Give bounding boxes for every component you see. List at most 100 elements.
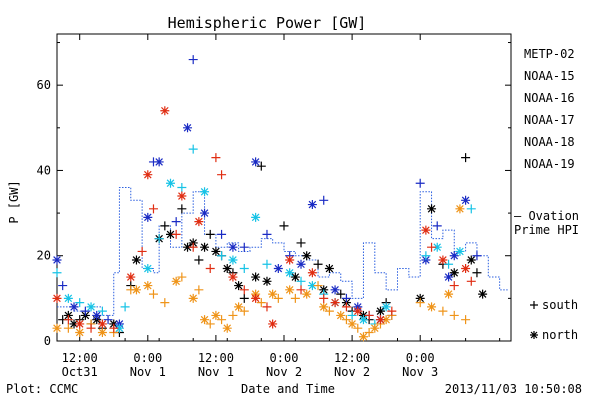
north-marker xyxy=(154,157,164,167)
north-marker xyxy=(358,332,368,342)
north-marker xyxy=(251,272,261,282)
north-marker xyxy=(268,319,278,329)
north-marker xyxy=(177,191,187,201)
south-marker xyxy=(188,242,198,252)
north-marker xyxy=(449,268,459,278)
south-marker xyxy=(205,229,215,239)
legend-item-noaa-15: NOAA-15 xyxy=(524,69,575,83)
north-marker xyxy=(228,255,238,265)
south-marker xyxy=(364,310,374,320)
north-marker xyxy=(52,255,62,265)
north-marker xyxy=(307,281,317,291)
north-marker xyxy=(461,264,471,274)
ovation-hpi-line xyxy=(57,187,508,316)
north-marker xyxy=(302,289,312,299)
south-marker xyxy=(205,319,215,329)
north-marker xyxy=(273,264,283,274)
footer-right: 2013/11/03 10:50:08 xyxy=(445,382,582,396)
south-marker xyxy=(296,285,306,295)
x-tick-label-date: Oct31 xyxy=(62,365,98,379)
north-marker xyxy=(353,306,363,316)
legend-ovation-prime-hpi: Prime HPI xyxy=(514,223,579,237)
south-marker xyxy=(217,170,227,180)
south-marker xyxy=(290,293,300,303)
legend-item-noaa-18: NOAA-18 xyxy=(524,135,575,149)
south-marker xyxy=(63,323,73,333)
south-marker xyxy=(341,315,351,325)
north-marker xyxy=(131,255,141,265)
north-marker xyxy=(251,212,261,222)
north-marker xyxy=(290,272,300,282)
x-tick-label-time: 0:00 xyxy=(133,351,162,365)
north-marker xyxy=(228,242,238,252)
south-marker xyxy=(313,259,323,269)
north-marker xyxy=(92,310,102,320)
north-marker xyxy=(52,323,62,333)
south-marker xyxy=(313,281,323,291)
north-marker xyxy=(444,272,454,282)
north-marker xyxy=(455,204,465,214)
south-marker xyxy=(472,268,482,278)
north-marker xyxy=(330,298,340,308)
south-marker xyxy=(120,302,130,312)
south-marker xyxy=(449,281,459,291)
south-marker xyxy=(171,217,181,227)
north-marker xyxy=(375,306,385,316)
north-marker xyxy=(234,302,244,312)
x-tick-label-time: 0:00 xyxy=(270,351,299,365)
north-marker xyxy=(166,178,175,188)
south-marker xyxy=(239,293,249,303)
y-axis-label: P [GW] xyxy=(7,180,21,223)
north-marker xyxy=(330,285,340,295)
north-marker xyxy=(319,302,329,312)
north-marker xyxy=(211,246,221,256)
south-marker xyxy=(324,306,334,316)
north-marker xyxy=(466,255,476,265)
south-marker xyxy=(239,264,249,274)
north-marker xyxy=(166,229,175,239)
north-marker xyxy=(285,268,295,278)
north-marker xyxy=(97,319,107,329)
south-marker xyxy=(211,153,221,163)
north-marker xyxy=(427,302,437,312)
south-marker xyxy=(438,306,448,316)
south-marker xyxy=(217,229,227,239)
north-marker xyxy=(52,293,62,303)
south-marker xyxy=(148,204,158,214)
south-marker xyxy=(256,298,266,308)
south-marker xyxy=(353,323,363,333)
north-marker xyxy=(131,285,141,295)
x-axis-label: Date and Time xyxy=(241,382,335,396)
north-marker xyxy=(75,319,85,329)
north-marker xyxy=(421,225,431,235)
north-marker xyxy=(307,268,317,278)
x-tick-label-date: Nov 3 xyxy=(402,365,438,379)
legend-ovation-prime-hpi: — Ovation xyxy=(514,209,579,223)
north-marker xyxy=(222,323,232,333)
south-marker xyxy=(421,251,431,261)
south-marker xyxy=(177,272,187,282)
north-marker xyxy=(63,293,73,303)
north-marker xyxy=(86,302,96,312)
south-marker xyxy=(194,255,204,265)
south-marker xyxy=(171,229,181,239)
south-marker xyxy=(449,310,459,320)
north-marker xyxy=(143,264,153,274)
north-marker xyxy=(302,251,312,261)
south-marker xyxy=(194,285,204,295)
legend-item-noaa-16: NOAA-16 xyxy=(524,91,575,105)
north-marker xyxy=(228,272,238,282)
x-tick-label-time: 12:00 xyxy=(62,351,98,365)
north-marker xyxy=(200,242,210,252)
south-marker xyxy=(239,306,249,316)
north-marker xyxy=(188,293,198,303)
south-marker xyxy=(217,251,227,261)
y-tick-label: 20 xyxy=(37,249,51,263)
south-marker xyxy=(239,285,249,295)
south-marker xyxy=(103,315,113,325)
south-marker xyxy=(319,195,329,205)
x-tick-label-date: Nov 1 xyxy=(130,365,166,379)
north-marker xyxy=(381,302,391,312)
legend-item-metp-02: METP-02 xyxy=(524,47,575,61)
